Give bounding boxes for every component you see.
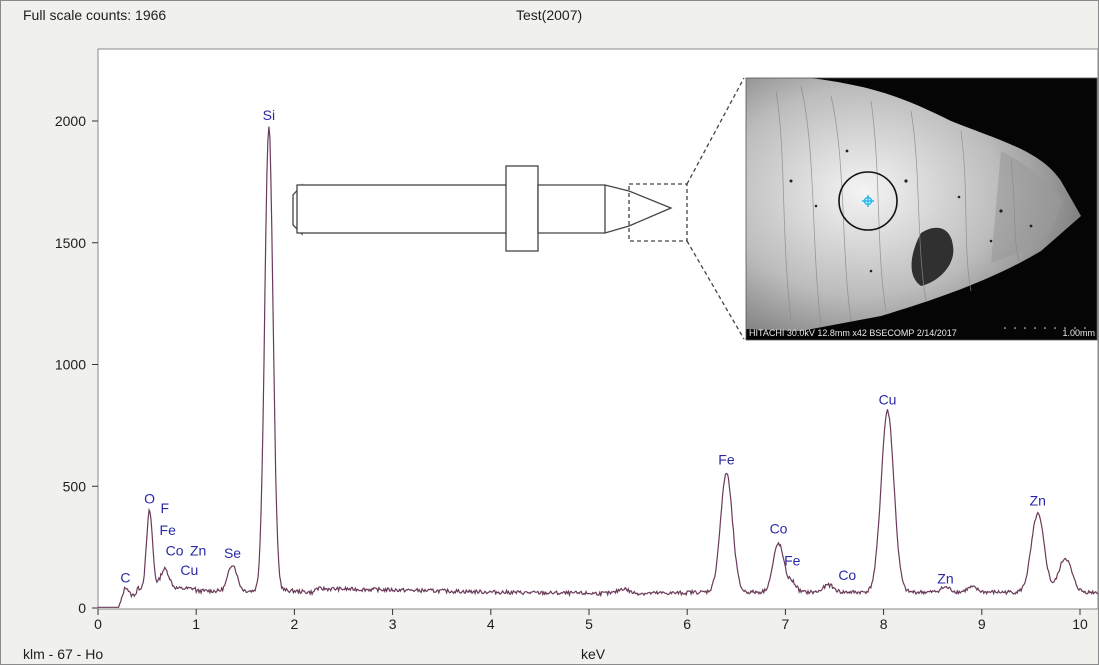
sem-scale-dots: [1004, 327, 1086, 329]
spectrum-line: [98, 126, 1098, 608]
x-tick-label: 5: [585, 616, 593, 632]
full-scale-counts: Full scale counts: 1966: [23, 7, 167, 23]
peak-label-zn: Zn: [190, 543, 206, 559]
probe-shaft-left: [296, 184, 509, 234]
analysis-spot-marker: [862, 195, 874, 207]
sample-label: klm - 67 - Ho: [23, 646, 104, 662]
peak-label-zn: Zn: [937, 571, 953, 587]
peak-label-cu: Cu: [879, 392, 897, 408]
x-axis-label: keV: [581, 646, 606, 662]
analysis-spot-circle: [838, 171, 898, 231]
x-tick-label: 4: [487, 616, 495, 632]
zoom-box: [628, 183, 688, 242]
sem-scale: 1.00mm: [1062, 328, 1095, 338]
peak-label-cu: Cu: [180, 562, 198, 578]
peak-label-si: Si: [263, 107, 275, 123]
peak-label-o: O: [144, 490, 155, 506]
y-tick-label: 1000: [55, 357, 86, 373]
x-tick-label: 6: [683, 616, 691, 632]
peak-labels: Si OF Fe Co Zn Cu C Se Fe Co Fe Co Cu Zn Zn: [120, 107, 1046, 587]
probe-tip-drawing: [292, 77, 745, 340]
peak-label-fe: Fe: [718, 451, 735, 467]
chart-title: Test(2007): [516, 7, 583, 23]
peak-label-co: Co: [166, 543, 184, 559]
y-tick-label: 0: [78, 600, 86, 616]
x-tick-label: 2: [291, 616, 299, 632]
y-tick-label: 500: [63, 478, 87, 494]
x-tick-label: 10: [1072, 616, 1088, 632]
probe-collar: [505, 165, 539, 252]
spectrum-series: [98, 126, 1098, 608]
axes: 0 1 2 3 4 5 6 7 8 9 10 0 500 1000 1500 2000: [55, 113, 1088, 632]
peak-label-fe: Fe: [784, 552, 801, 568]
y-tick-label: 2000: [55, 113, 86, 129]
x-tick-label: 8: [880, 616, 888, 632]
peak-label-fe: Fe: [160, 522, 177, 538]
peak-label-f: F: [160, 500, 169, 516]
x-tick-label: 3: [389, 616, 397, 632]
sem-micrograph: HITACHI 30.0kV 12.8mm x42 BSECOMP 2/14/2…: [746, 78, 1097, 340]
peak-label-co: Co: [770, 521, 788, 537]
peak-label-zn: Zn: [1030, 493, 1046, 509]
peak-label-se: Se: [224, 545, 241, 561]
x-tick-label: 1: [192, 616, 200, 632]
zoom-line-top: [686, 77, 745, 185]
x-tick-label: 0: [94, 616, 102, 632]
y-tick-label: 1500: [55, 235, 86, 251]
peak-label-co: Co: [838, 567, 856, 583]
x-tick-label: 9: [978, 616, 986, 632]
peak-label-c: C: [120, 569, 130, 585]
x-tick-label: 7: [782, 616, 790, 632]
zoom-line-bottom: [686, 240, 745, 340]
sem-caption: HITACHI 30.0kV 12.8mm x42 BSECOMP 2/14/2…: [749, 328, 957, 338]
